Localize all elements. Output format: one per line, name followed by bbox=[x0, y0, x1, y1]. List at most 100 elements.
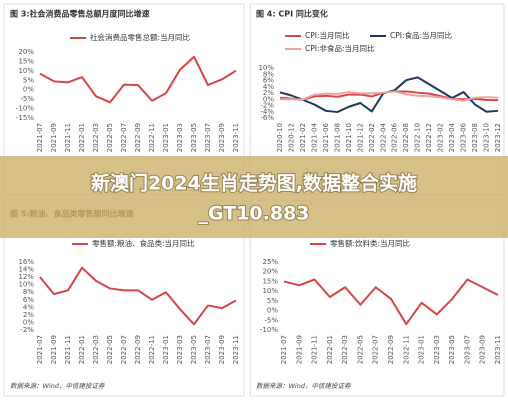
x-tick-label: 2023-03 bbox=[433, 335, 441, 364]
y-tick-label: 0% bbox=[267, 307, 278, 315]
x-tick-label: 2022-07 bbox=[120, 335, 128, 364]
y-tick-label: 5% bbox=[267, 297, 278, 305]
x-tick-label: 2023-04 bbox=[448, 122, 456, 152]
data-line bbox=[39, 55, 237, 104]
x-tick-label: 2022-09 bbox=[134, 335, 142, 364]
data-line bbox=[39, 266, 237, 326]
x-tick-label: 2021-06 bbox=[322, 122, 330, 152]
charts: 图 3:社会消费品零售总额月度同比增速-15%-10%-5%0%5%10%15%… bbox=[10, 9, 502, 391]
x-tick-label: 2022-01 bbox=[326, 335, 334, 364]
y-tick-label: 8% bbox=[263, 70, 274, 78]
source-note: 数据来源：Wind，中信建投证券 bbox=[10, 382, 105, 390]
y-tick-label: 0% bbox=[263, 95, 274, 103]
y-tick-label: 10% bbox=[258, 64, 274, 72]
x-tick-label: 2023-11 bbox=[232, 123, 240, 152]
x-tick-label: 2022-03 bbox=[92, 123, 100, 152]
x-tick-label: 2021-11 bbox=[64, 123, 72, 152]
y-tick-label: 4% bbox=[263, 83, 274, 91]
x-tick-label: 2023-01 bbox=[162, 335, 170, 364]
x-tick-label: 2022-08 bbox=[402, 123, 410, 152]
x-tick-label: 2022-01 bbox=[78, 123, 86, 152]
x-tick-label: 2023-01 bbox=[418, 335, 426, 364]
y-tick-label: -5% bbox=[264, 316, 278, 324]
x-tick-label: 2020-12 bbox=[287, 123, 295, 152]
y-tick-label: 10% bbox=[18, 281, 34, 289]
legend-label: CPI:非食品:当月同比 bbox=[305, 43, 375, 53]
x-tick-label: 2021-08 bbox=[333, 123, 341, 152]
x-tick-label: 2021-07 bbox=[36, 123, 44, 152]
x-tick-label: 2022-02 bbox=[368, 123, 376, 152]
banner-text: 新澳门2024生肖走势图,数据整合实施 bbox=[91, 172, 417, 195]
x-tick-label: 2022-06 bbox=[391, 122, 399, 152]
x-tick-label: 2021-11 bbox=[64, 335, 72, 364]
legend-label: CPI:食品:当月同比 bbox=[390, 30, 453, 40]
y-tick-label: 10% bbox=[18, 67, 34, 75]
x-tick-label: 2023-03 bbox=[176, 123, 184, 152]
x-tick-label: 2023-05 bbox=[190, 123, 198, 152]
y-tick-label: 0% bbox=[23, 318, 34, 326]
x-tick-label: 2022-09 bbox=[134, 123, 142, 152]
y-tick-label: 25% bbox=[262, 258, 278, 266]
y-tick-label: 15% bbox=[18, 57, 34, 65]
y-tick-label: -15% bbox=[16, 114, 34, 122]
x-tick-label: 2023-02 bbox=[437, 123, 445, 152]
x-tick-label: 2022-09 bbox=[387, 335, 395, 364]
source-note: 数据来源：Wind，中信建投证券 bbox=[256, 382, 351, 390]
y-tick-label: -5% bbox=[20, 95, 34, 103]
y-tick-label: -2% bbox=[20, 326, 34, 334]
x-tick-label: 2023-09 bbox=[479, 335, 487, 364]
y-tick-label: 16% bbox=[18, 258, 34, 266]
y-tick-label: -6% bbox=[260, 114, 274, 122]
y-tick-label: 12% bbox=[18, 273, 34, 281]
y-tick-label: 14% bbox=[18, 266, 34, 274]
x-tick-label: 2022-10 bbox=[414, 123, 422, 152]
y-tick-label: 2% bbox=[263, 89, 274, 97]
y-tick-label: 6% bbox=[23, 296, 34, 304]
x-tick-label: 2022-12 bbox=[425, 123, 433, 152]
banner-text: _GT10.883 bbox=[198, 203, 309, 225]
x-tick-label: 2022-05 bbox=[106, 335, 114, 364]
x-tick-label: 2022-07 bbox=[372, 335, 380, 364]
x-tick-label: 2021-10 bbox=[345, 123, 353, 152]
x-tick-label: 2020-10 bbox=[276, 123, 284, 152]
y-tick-label: 10% bbox=[262, 287, 278, 295]
legend-label: CPI:当月同比 bbox=[305, 30, 350, 40]
x-tick-label: 2022-11 bbox=[148, 123, 156, 152]
x-tick-label: 2021-02 bbox=[299, 123, 307, 152]
x-tick-label: 2023-03 bbox=[176, 335, 184, 364]
x-tick-label: 2022-04 bbox=[379, 122, 387, 152]
y-tick-label: 8% bbox=[23, 288, 34, 296]
x-tick-label: 2021-09 bbox=[50, 123, 58, 152]
x-tick-label: 2023-07 bbox=[463, 335, 471, 364]
y-tick-label: 20% bbox=[18, 48, 34, 56]
y-tick-label: -10% bbox=[260, 326, 278, 334]
x-tick-label: 2023-09 bbox=[218, 123, 226, 152]
x-tick-label: 2022-07 bbox=[120, 123, 128, 152]
x-tick-label: 2022-11 bbox=[402, 335, 410, 364]
x-tick-label: 2023-06 bbox=[460, 122, 468, 152]
x-tick-label: 2022-03 bbox=[92, 335, 100, 364]
x-tick-label: 2021-09 bbox=[50, 335, 58, 364]
y-tick-label: -2% bbox=[260, 102, 274, 110]
legend-label: 零售额:粮油、食品类:当月同比 bbox=[92, 238, 195, 248]
x-tick-label: 2021-07 bbox=[280, 335, 288, 364]
x-tick-label: 2023-11 bbox=[494, 335, 502, 364]
y-tick-label: 20% bbox=[262, 268, 278, 276]
x-tick-label: 2023-01 bbox=[162, 123, 170, 152]
legend-label: 社会消费品零售总额:当月同比 bbox=[90, 32, 191, 42]
x-tick-label: 2023-07 bbox=[204, 335, 212, 364]
y-tick-label: -4% bbox=[260, 108, 274, 116]
y-tick-label: 5% bbox=[23, 76, 34, 84]
x-tick-label: 2023-08 bbox=[471, 123, 479, 152]
x-tick-label: 2023-10 bbox=[483, 123, 491, 152]
y-tick-label: 6% bbox=[263, 77, 274, 85]
y-tick-label: 0% bbox=[23, 86, 34, 94]
y-tick-label: 2% bbox=[23, 311, 34, 319]
banner-band bbox=[0, 156, 508, 238]
chart-title: 图 4: CPI 同比变化 bbox=[256, 9, 328, 19]
x-tick-label: 2022-05 bbox=[106, 123, 114, 152]
x-tick-label: 2021-07 bbox=[36, 335, 44, 364]
y-tick-label: 4% bbox=[23, 303, 34, 311]
data-line bbox=[283, 278, 499, 326]
